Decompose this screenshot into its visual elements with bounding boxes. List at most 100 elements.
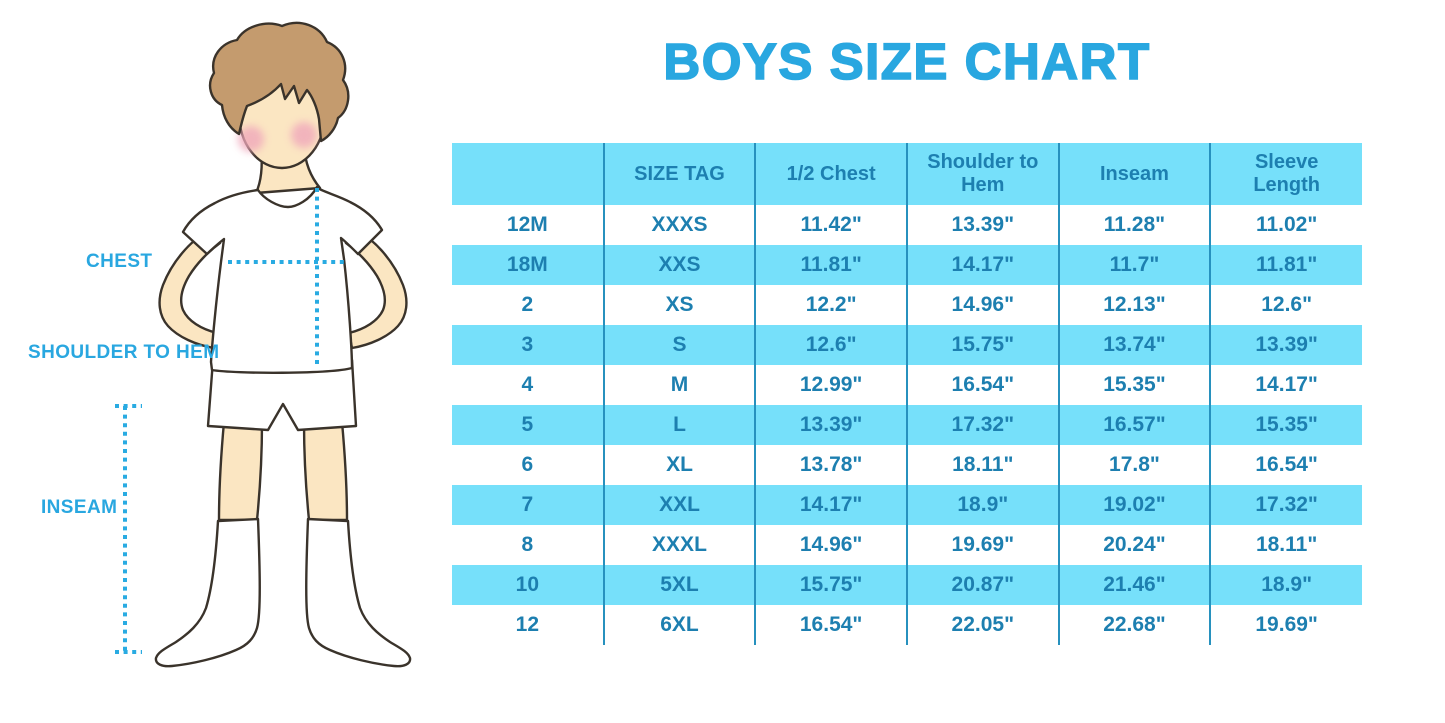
- table-row: 6 XL 13.78" 18.11" 17.8" 16.54": [452, 445, 1362, 485]
- column-header: Inseam: [1057, 143, 1211, 205]
- table-row: 5 L 13.39" 17.32" 16.57" 15.35": [452, 405, 1362, 445]
- measurement-cell: 6XL: [602, 605, 756, 645]
- t-shirt: [181, 185, 384, 374]
- measurement-cell: 13.39": [754, 405, 907, 445]
- right-leg: [302, 420, 349, 522]
- measurement-cell: 19.69": [905, 525, 1059, 565]
- measurement-cell: XXXS: [602, 205, 756, 245]
- age-size-cell: 4: [452, 365, 604, 405]
- measurement-cell: XL: [602, 445, 756, 485]
- size-table: SIZE TAG 1/2 Chest Shoulder to Hem Inseam Sl…: [452, 143, 1362, 645]
- measurement-cell: S: [602, 325, 756, 365]
- left-leg: [217, 420, 264, 522]
- measurement-cell: 13.74": [1057, 325, 1211, 365]
- measurement-cell: 16.54": [754, 605, 907, 645]
- age-size-cell: 12: [452, 605, 604, 645]
- shorts: [206, 358, 358, 432]
- age-size-cell: 8: [452, 525, 604, 565]
- age-size-cell: 10: [452, 565, 604, 605]
- measurement-cell: 11.81": [1209, 245, 1362, 285]
- measurement-cell: 17.8": [1057, 445, 1211, 485]
- measurement-cell: L: [602, 405, 756, 445]
- column-header: Shoulder to Hem: [905, 143, 1059, 205]
- measurement-cell: 11.42": [754, 205, 907, 245]
- age-size-cell: 5: [452, 405, 604, 445]
- measurement-cell: 11.28": [1057, 205, 1211, 245]
- inseam-measurement-label: INSEAM: [41, 497, 118, 518]
- right-cheek: [291, 122, 317, 148]
- measurement-cell: 18.9": [905, 485, 1059, 525]
- measurement-cell: 18.11": [905, 445, 1059, 485]
- measurement-cell: 21.46": [1057, 565, 1211, 605]
- hair: [208, 21, 350, 143]
- column-header: SIZE TAG: [602, 143, 756, 205]
- page-title: BOYS SIZE CHART: [663, 33, 1151, 91]
- header-row: SIZE TAG 1/2 Chest Shoulder to Hem Inseam Sl…: [452, 143, 1362, 205]
- measurement-cell: 11.02": [1209, 205, 1362, 245]
- age-size-cell: 18M: [452, 245, 604, 285]
- measurement-cell: 16.54": [1209, 445, 1362, 485]
- measurement-cell: 19.02": [1057, 485, 1211, 525]
- measurement-cell: 15.75": [754, 565, 907, 605]
- measurement-cell: 17.32": [1209, 485, 1362, 525]
- table-row: 12 6XL 16.54" 22.05" 22.68" 19.69": [452, 605, 1362, 645]
- boy-figure-drawing: [115, 21, 412, 668]
- measurement-cell: 20.24": [1057, 525, 1211, 565]
- measurement-cell: 22.05": [905, 605, 1059, 645]
- measurement-cell: 12.99": [754, 365, 907, 405]
- measurement-cell: 18.9": [1209, 565, 1362, 605]
- boy-measurement-illustration: CHEST SHOULDER TO HEM INSEAM: [0, 0, 450, 723]
- table-row: 2 XS 12.2" 14.96" 12.13" 12.6": [452, 285, 1362, 325]
- table-row: 12M XXXS 11.42" 13.39" 11.28" 11.02": [452, 205, 1362, 245]
- measurement-cell: 22.68": [1057, 605, 1211, 645]
- measurement-cell: 13.78": [754, 445, 907, 485]
- measurement-cell: M: [602, 365, 756, 405]
- measurement-cell: 16.54": [905, 365, 1059, 405]
- measurement-cell: 14.17": [754, 485, 907, 525]
- column-header: [452, 143, 604, 205]
- age-size-cell: 6: [452, 445, 604, 485]
- table-row: 8 XXXL 14.96" 19.69" 20.24" 18.11": [452, 525, 1362, 565]
- shoulder-to-hem-measurement-label: SHOULDER TO HEM: [28, 342, 220, 363]
- measurement-cell: 15.35": [1209, 405, 1362, 445]
- age-size-cell: 2: [452, 285, 604, 325]
- measurement-cell: 12.6": [1209, 285, 1362, 325]
- measurement-cell: XS: [602, 285, 756, 325]
- measurement-cell: 18.11": [1209, 525, 1362, 565]
- measurement-cell: XXXL: [602, 525, 756, 565]
- age-size-cell: 3: [452, 325, 604, 365]
- left-sock: [154, 517, 261, 668]
- measurement-cell: 17.32": [905, 405, 1059, 445]
- measurement-cell: 15.75": [905, 325, 1059, 365]
- measurement-cell: 19.69": [1209, 605, 1362, 645]
- age-size-cell: 12M: [452, 205, 604, 245]
- size-table-body: 12M XXXS 11.42" 13.39" 11.28" 11.02" 18M XXS 11.…: [452, 205, 1362, 645]
- table-row: 7 XXL 14.17" 18.9" 19.02" 17.32": [452, 485, 1362, 525]
- chest-measurement-label: CHEST: [86, 251, 153, 272]
- measurement-cell: 14.96": [905, 285, 1059, 325]
- table-row: 18M XXS 11.81" 14.17" 11.7" 11.81": [452, 245, 1362, 285]
- measurement-cell: 12.2": [754, 285, 907, 325]
- age-size-cell: 7: [452, 485, 604, 525]
- measurement-cell: 14.17": [1209, 365, 1362, 405]
- column-header: Sleeve Length: [1209, 143, 1362, 205]
- measurement-cell: 20.87": [905, 565, 1059, 605]
- measurement-cell: 13.39": [1209, 325, 1362, 365]
- measurement-cell: 14.17": [905, 245, 1059, 285]
- right-sock: [305, 517, 412, 668]
- measurement-cell: 11.7": [1057, 245, 1211, 285]
- size-table-header: SIZE TAG 1/2 Chest Shoulder to Hem Inseam Sl…: [452, 143, 1362, 205]
- measurement-cell: XXS: [602, 245, 756, 285]
- left-cheek: [238, 126, 264, 152]
- measurement-cell: 15.35": [1057, 365, 1211, 405]
- measurement-cell: 16.57": [1057, 405, 1211, 445]
- table-row: 4 M 12.99" 16.54" 15.35" 14.17": [452, 365, 1362, 405]
- measurement-cell: XXL: [602, 485, 756, 525]
- measurement-cell: 11.81": [754, 245, 907, 285]
- table-row: 10 5XL 15.75" 20.87" 21.46" 18.9": [452, 565, 1362, 605]
- measurement-cell: 14.96": [754, 525, 907, 565]
- measurement-dotted-lines: [115, 188, 345, 654]
- measurement-cell: 12.6": [754, 325, 907, 365]
- column-header: 1/2 Chest: [754, 143, 907, 205]
